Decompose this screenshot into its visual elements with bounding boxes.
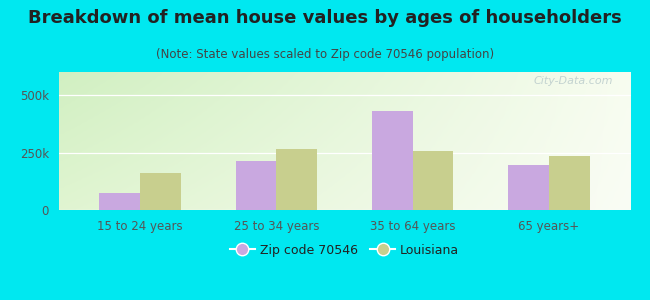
Bar (235, 160, 276, 210)
Bar (140, 173, 181, 210)
Text: (Note: State values scaled to Zip code 70546 population): (Note: State values scaled to Zip code 7… (156, 48, 494, 61)
Text: City-Data.com: City-Data.com (534, 76, 614, 86)
Bar (99, 193, 140, 210)
Bar (549, 156, 590, 210)
Bar (276, 149, 317, 210)
Text: Breakdown of mean house values by ages of householders: Breakdown of mean house values by ages o… (28, 9, 622, 27)
Bar (413, 151, 454, 210)
Legend: Zip code 70546, Louisiana: Zip code 70546, Louisiana (225, 239, 464, 262)
Bar (508, 165, 549, 210)
Bar (372, 111, 413, 210)
